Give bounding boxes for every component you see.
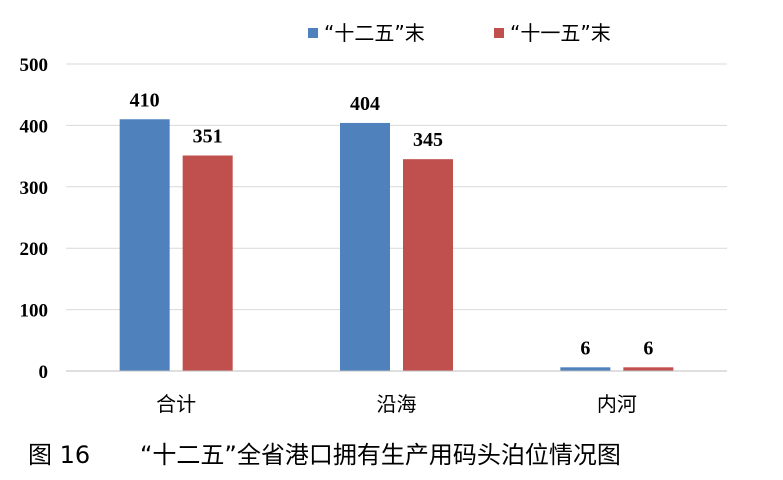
bars	[119, 119, 674, 371]
y-tick-label: 200	[20, 239, 49, 260]
x-axis: 合计 沿海 内河	[66, 370, 727, 416]
data-labels: 410 351 404 345 6 6	[130, 89, 654, 359]
gridlines	[66, 63, 727, 311]
y-tick-label: 100	[20, 301, 49, 322]
legend-label: “十一五”末	[510, 21, 611, 45]
x-tick-label: 沿海	[377, 392, 417, 416]
figure-caption: 图 16 “十二五”全省港口拥有生产用码头泊位情况图	[28, 441, 621, 469]
data-label: 410	[130, 89, 160, 111]
x-tick-label: 内河	[597, 392, 637, 416]
legend-swatch	[494, 28, 504, 38]
data-label: 404	[350, 93, 380, 115]
figure-title: “十二五”全省港口拥有生产用码头泊位情况图	[140, 441, 621, 469]
y-axis: 0 100 200 300 400 500	[20, 55, 49, 383]
bar	[623, 367, 674, 371]
bar	[340, 122, 390, 371]
bar	[119, 119, 170, 371]
data-label: 6	[580, 337, 590, 359]
legend: “十二五”末 “十一五”末	[308, 21, 611, 45]
x-tick-label: 合计	[156, 392, 196, 416]
y-tick-label: 0	[39, 362, 49, 383]
legend-swatch	[308, 28, 318, 38]
y-tick-label: 500	[20, 55, 49, 76]
bar	[182, 155, 233, 371]
y-tick-label: 300	[20, 178, 49, 199]
data-label: 6	[643, 337, 653, 359]
data-label: 345	[413, 129, 443, 151]
figure-number: 图 16	[28, 441, 90, 469]
bar	[560, 367, 611, 371]
legend-label: “十二五”末	[324, 21, 425, 45]
bar	[403, 159, 453, 371]
y-tick-label: 400	[20, 116, 49, 137]
data-label: 351	[193, 125, 223, 147]
